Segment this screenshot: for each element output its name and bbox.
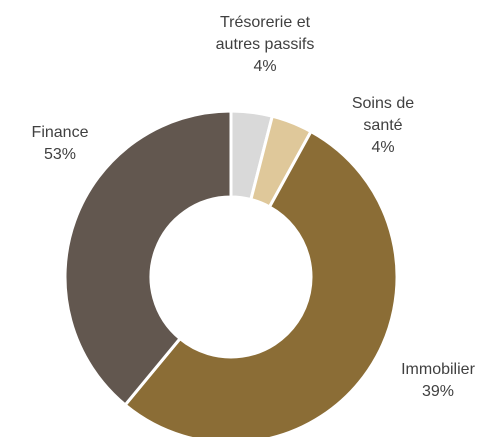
value-label: 4%	[253, 58, 277, 75]
category-label: Trésorerie et autres passifs	[215, 14, 315, 53]
slice-label: Soins de santé 4%	[331, 93, 436, 159]
category-label: Soins de santé	[351, 95, 415, 134]
category-label: Finance	[31, 124, 89, 141]
value-label: 4%	[371, 139, 395, 156]
slice-label: Trésorerie et autres passifs 4%	[216, 12, 315, 78]
slice-label: Finance 53%	[32, 122, 89, 166]
donut-slice	[63, 109, 233, 408]
slice-label: Immobilier 39%	[401, 359, 475, 403]
value-label: 53%	[43, 146, 77, 163]
value-label: 39%	[421, 383, 455, 400]
donut-slice	[123, 129, 399, 437]
category-label: Immobilier	[401, 361, 475, 378]
